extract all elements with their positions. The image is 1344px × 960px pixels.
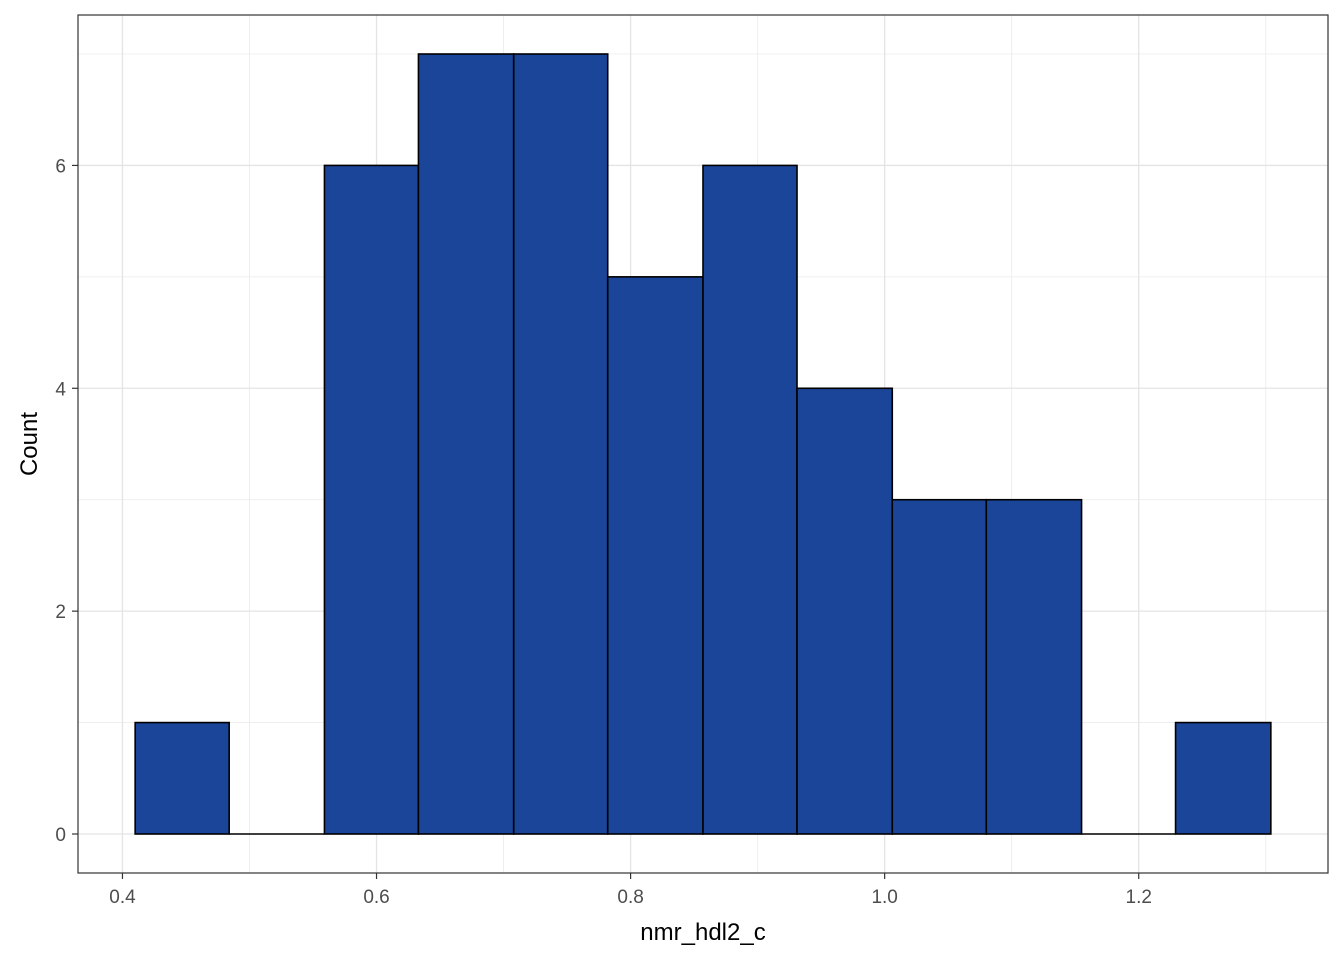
x-tick-label: 1.2 [1126, 887, 1152, 908]
histogram-bar [702, 164, 798, 835]
y-axis-title: Count [16, 412, 43, 476]
x-axis: 0.4 0.6 0.8 1.0 1.2 [109, 873, 1152, 908]
histogram-bars [134, 53, 1272, 835]
histogram-bar [796, 387, 894, 835]
histogram-bar [1174, 721, 1272, 835]
histogram-bar [323, 164, 420, 835]
histogram-bar [512, 53, 609, 835]
histogram-bar [985, 498, 1083, 835]
histogram-bar [417, 53, 515, 835]
x-tick-label: 0.8 [617, 887, 643, 908]
x-tick-label: 1.0 [871, 887, 897, 908]
histogram-bar [891, 498, 988, 835]
x-tick-label: 0.4 [109, 887, 136, 908]
x-axis-title: nmr_hdl2_c [640, 919, 765, 946]
y-tick-label: 4 [55, 379, 66, 400]
x-tick-label: 0.6 [363, 887, 389, 908]
y-tick-label: 2 [55, 602, 66, 623]
histogram-bar [606, 276, 704, 835]
histogram-bar [134, 721, 230, 835]
plot-panel-border [77, 14, 1329, 874]
y-tick-label: 6 [55, 156, 66, 177]
y-axis: 0 2 4 6 [55, 156, 78, 846]
y-tick-label: 0 [55, 825, 66, 846]
